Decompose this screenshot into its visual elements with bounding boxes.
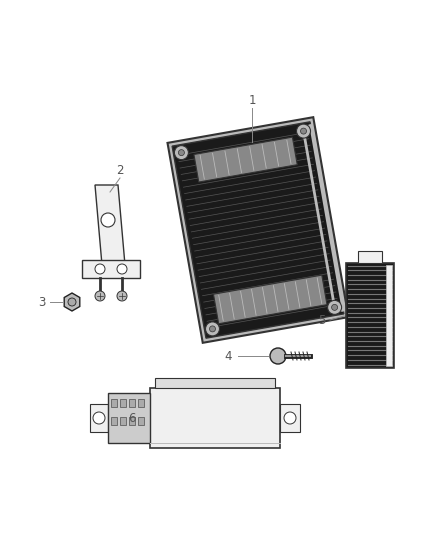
Polygon shape [358, 251, 382, 262]
Text: 2: 2 [116, 164, 124, 176]
Circle shape [332, 304, 338, 310]
Circle shape [117, 291, 127, 301]
FancyBboxPatch shape [120, 417, 126, 425]
FancyBboxPatch shape [108, 393, 150, 443]
Text: 6: 6 [128, 411, 136, 424]
Text: 5: 5 [318, 313, 326, 327]
Polygon shape [213, 275, 327, 324]
Circle shape [205, 322, 219, 336]
Polygon shape [194, 137, 297, 182]
FancyBboxPatch shape [346, 262, 394, 367]
Circle shape [178, 150, 184, 156]
Circle shape [101, 213, 115, 227]
FancyBboxPatch shape [111, 399, 117, 407]
FancyBboxPatch shape [129, 417, 135, 425]
Text: 4: 4 [224, 350, 232, 362]
FancyBboxPatch shape [120, 399, 126, 407]
FancyBboxPatch shape [155, 378, 275, 388]
Circle shape [328, 301, 342, 314]
Polygon shape [95, 185, 125, 265]
Polygon shape [172, 122, 344, 338]
Circle shape [95, 291, 105, 301]
Text: 1: 1 [248, 93, 256, 107]
Polygon shape [82, 260, 140, 278]
Circle shape [93, 412, 105, 424]
Circle shape [300, 128, 307, 134]
Circle shape [270, 348, 286, 364]
FancyBboxPatch shape [129, 399, 135, 407]
FancyBboxPatch shape [386, 264, 392, 366]
Text: 3: 3 [38, 295, 46, 309]
Circle shape [174, 146, 188, 159]
Polygon shape [64, 293, 80, 311]
Circle shape [284, 412, 296, 424]
Circle shape [68, 298, 76, 306]
FancyBboxPatch shape [150, 388, 280, 448]
FancyBboxPatch shape [280, 404, 300, 432]
FancyBboxPatch shape [90, 404, 108, 432]
Circle shape [297, 124, 311, 138]
Circle shape [209, 326, 215, 332]
Polygon shape [167, 117, 349, 343]
FancyBboxPatch shape [138, 399, 144, 407]
Circle shape [95, 264, 105, 274]
FancyBboxPatch shape [138, 417, 144, 425]
Circle shape [117, 264, 127, 274]
FancyBboxPatch shape [111, 417, 117, 425]
